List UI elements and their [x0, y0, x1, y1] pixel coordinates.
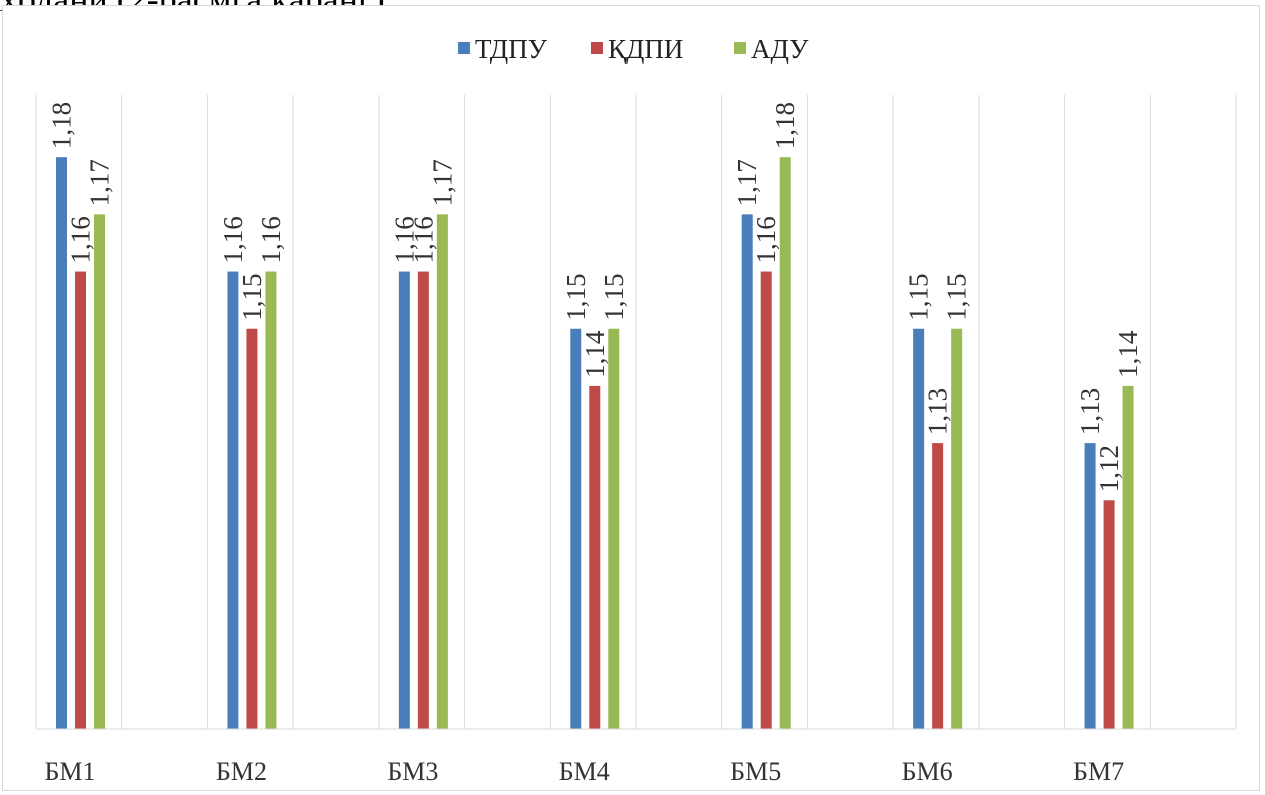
bar-ТДПУ-БМ7 — [1084, 443, 1096, 729]
bar-ТДПУ-БМ3 — [398, 271, 410, 729]
legend: ТДПУ ҚДПИ АДУ — [458, 34, 809, 64]
data-label: 1,13 — [923, 388, 953, 435]
data-label: 1,12 — [1094, 445, 1124, 492]
bar-ТДПУ-БМ1 — [56, 157, 67, 729]
x-tick-label: БМ3 — [387, 757, 438, 786]
legend-label: АДУ — [751, 34, 809, 64]
data-label: 1,17 — [427, 159, 457, 206]
bar-ҚДПИ-БМ7 — [1103, 500, 1115, 729]
data-label: 1,16 — [389, 216, 419, 263]
bar-ҚДПИ-БМ1 — [75, 271, 86, 729]
bar-АДУ-БМ7 — [1122, 385, 1134, 729]
bar-ҚДПИ-БМ6 — [932, 443, 944, 729]
bar-АДУ-БМ5 — [779, 157, 791, 729]
bar-ҚДПИ-БМ4 — [589, 385, 601, 729]
x-tick-label: БМ6 — [902, 757, 953, 786]
data-label: 1,16 — [256, 216, 286, 263]
bar-АДУ-БМ3 — [436, 214, 448, 729]
data-label: 1,18 — [47, 102, 77, 149]
x-tick-label: БМ7 — [1073, 757, 1124, 786]
data-label: 1,14 — [1113, 330, 1143, 378]
grid-lines — [35, 95, 1237, 729]
bar-АДУ-БМ4 — [608, 328, 620, 729]
bar-ТДПУ-БМ6 — [913, 328, 925, 729]
bar-ТДПУ-БМ4 — [570, 328, 582, 729]
data-label: 1,17 — [85, 159, 115, 206]
legend-swatch — [734, 42, 746, 54]
x-tick-label: БМ4 — [559, 757, 610, 786]
chart-frame — [2, 5, 1260, 791]
legend-label: ҚДПИ — [608, 34, 683, 64]
legend-swatch — [591, 42, 603, 54]
data-label: 1,16 — [66, 216, 96, 263]
bars — [56, 157, 1134, 729]
data-label: 1,16 — [408, 216, 438, 263]
data-label: 1,15 — [904, 273, 934, 320]
data-label: 1,13 — [1075, 388, 1105, 435]
bar-ҚДПИ-БМ3 — [417, 271, 429, 729]
data-label: 1,16 — [751, 216, 781, 263]
x-tick-label: БМ5 — [730, 757, 781, 786]
data-label: 1,15 — [599, 273, 629, 320]
x-tick-label: БМ1 — [44, 757, 95, 786]
data-label: 1,18 — [770, 102, 800, 149]
x-tick-label: БМ2 — [216, 757, 267, 786]
legend-swatch — [458, 42, 470, 54]
bar-ТДПУ-БМ5 — [741, 214, 753, 729]
bar-АДУ-БМ6 — [951, 328, 963, 729]
bar-ҚДПИ-БМ2 — [246, 328, 258, 729]
data-label: 1,15 — [561, 273, 591, 320]
data-label: 1,14 — [580, 330, 610, 378]
data-label: 1,15 — [942, 273, 972, 320]
bar-ТДПУ-БМ2 — [227, 271, 239, 729]
data-label: 1,15 — [237, 273, 267, 320]
data-label: 1,16 — [218, 216, 248, 263]
x-axis: БМ1 БМ2 БМ3 БМ4 БМ5 БМ6 БМ7 — [36, 728, 1236, 786]
bar-АДУ-БМ2 — [265, 271, 277, 729]
bar-АДУ-БМ1 — [94, 214, 105, 729]
bar-ҚДПИ-БМ5 — [760, 271, 772, 729]
legend-label: ТДПУ — [475, 34, 548, 64]
data-labels: 1,181,161,171,161,151,16 1,161,161,171,15… — [47, 102, 1144, 492]
data-label: 1,17 — [732, 159, 762, 206]
